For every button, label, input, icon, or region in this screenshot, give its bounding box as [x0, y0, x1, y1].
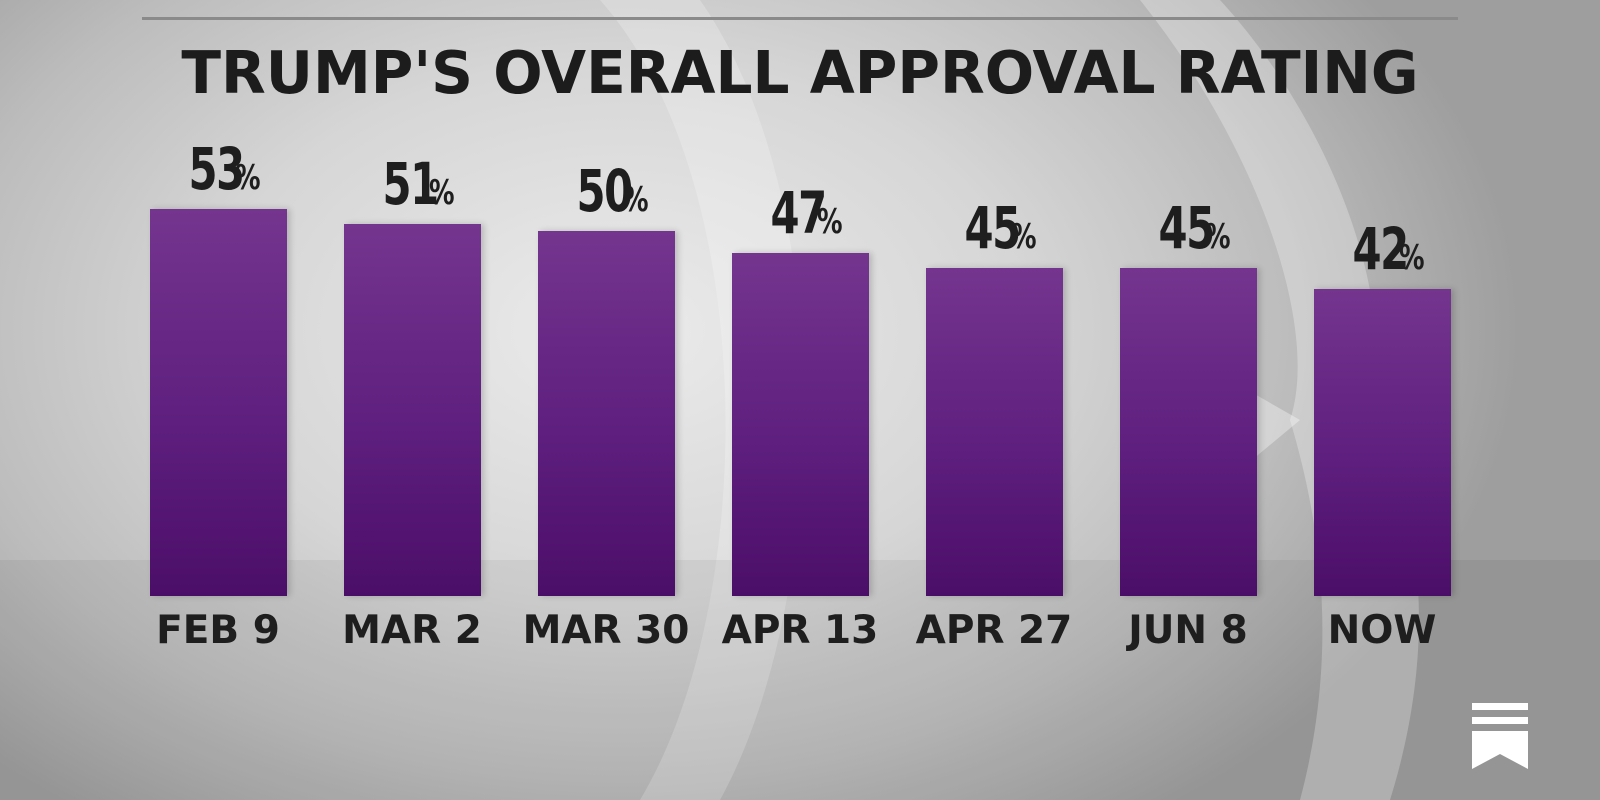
bar-apr-27 — [926, 268, 1063, 597]
value-label: 45% — [894, 194, 1094, 262]
value-suffix: % — [1399, 238, 1425, 278]
value-suffix: % — [1011, 217, 1037, 257]
category-label: MAR 30 — [496, 608, 716, 653]
value-label: 51% — [312, 150, 512, 218]
category-label: MAR 2 — [302, 608, 522, 653]
category-label: APR 13 — [690, 608, 910, 653]
bookmark-icon[interactable] — [1472, 703, 1528, 769]
value-label: 45% — [1088, 194, 1288, 262]
bar-jun-8 — [1120, 268, 1257, 597]
value-suffix: % — [1205, 217, 1231, 257]
value-suffix: % — [623, 180, 649, 220]
category-label: APR 27 — [884, 608, 1104, 653]
value-label: 50% — [506, 157, 706, 225]
category-label: FEB 9 — [108, 608, 328, 653]
value-label: 42% — [1282, 215, 1482, 283]
value-suffix: % — [817, 202, 843, 242]
bar-feb-9 — [150, 209, 287, 596]
value-suffix: % — [235, 158, 261, 198]
bar-mar-30 — [538, 231, 675, 596]
value-label: 53% — [118, 135, 318, 203]
category-label: NOW — [1272, 608, 1492, 653]
bar-apr-13 — [732, 253, 869, 596]
bar-mar-2 — [344, 224, 481, 596]
category-label: JUN 8 — [1078, 608, 1298, 653]
value-suffix: % — [429, 173, 455, 213]
value-label: 47% — [700, 179, 900, 247]
bar-now — [1314, 289, 1451, 596]
